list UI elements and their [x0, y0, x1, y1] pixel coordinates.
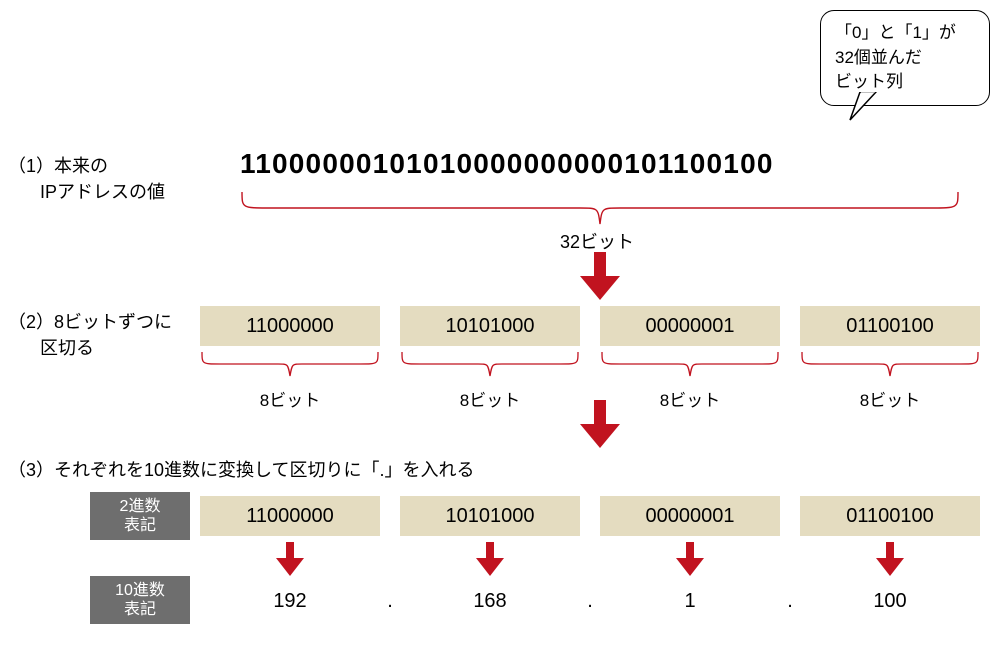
dec-cell-1: 192 [200, 590, 380, 613]
step2-label-line1: （2）8ビットずつに [8, 308, 172, 334]
step1-label-line1: （1）本来の [8, 152, 108, 178]
step2-label-line2: 区切る [40, 334, 94, 360]
dec-cell-3: 1 [600, 590, 780, 613]
header-decimal: 10進数表記 [90, 576, 190, 624]
brace-32bit [240, 190, 960, 230]
binary-cell-1: 11000000 [200, 496, 380, 536]
label-8bit-3: 8ビット [600, 386, 780, 411]
header-decimal-text: 10進数表記 [115, 581, 165, 619]
bit32-value: 11000000101010000000000101100100 [240, 148, 774, 180]
binary-cell-2: 10101000 [400, 496, 580, 536]
dot-2: . [580, 590, 600, 613]
label-8bit-4: 8ビット [800, 386, 980, 411]
header-binary: 2進数表記 [90, 492, 190, 540]
dot-3: . [780, 590, 800, 613]
binary-cell-4: 01100100 [800, 496, 980, 536]
header-binary-text: 2進数表記 [120, 497, 161, 535]
dec-cell-4: 100 [800, 590, 980, 613]
arrow-bin2dec-2 [476, 542, 504, 576]
octet-1: 11000000 [200, 306, 380, 346]
bubble-line3: ビット列 [835, 72, 903, 91]
label-8bit-2: 8ビット [400, 386, 580, 411]
octet-3: 00000001 [600, 306, 780, 346]
dec-cell-2: 168 [400, 590, 580, 613]
arrow-bin2dec-1 [276, 542, 304, 576]
arrow-bin2dec-4 [876, 542, 904, 576]
brace-8bit-3 [600, 350, 780, 380]
label-32bit: 32ビット [560, 228, 634, 254]
bubble-line1: 「0」と「1」が [835, 23, 956, 42]
label-8bit-1: 8ビット [200, 386, 380, 411]
brace-8bit-2 [400, 350, 580, 380]
step3-label: （3）それぞれを10進数に変換して区切りに「.」を入れる [8, 456, 475, 482]
brace-8bit-4 [800, 350, 980, 380]
arrow-down-2 [580, 400, 620, 448]
arrow-bin2dec-3 [676, 542, 704, 576]
bubble-tail [842, 92, 882, 132]
arrow-down-1 [580, 252, 620, 300]
dot-1: . [380, 590, 400, 613]
octet-2: 10101000 [400, 306, 580, 346]
octet-4: 01100100 [800, 306, 980, 346]
brace-8bit-1 [200, 350, 380, 380]
bubble-line2: 32個並んだ [835, 48, 922, 67]
binary-cell-3: 00000001 [600, 496, 780, 536]
step1-label-line2: IPアドレスの値 [40, 178, 165, 204]
